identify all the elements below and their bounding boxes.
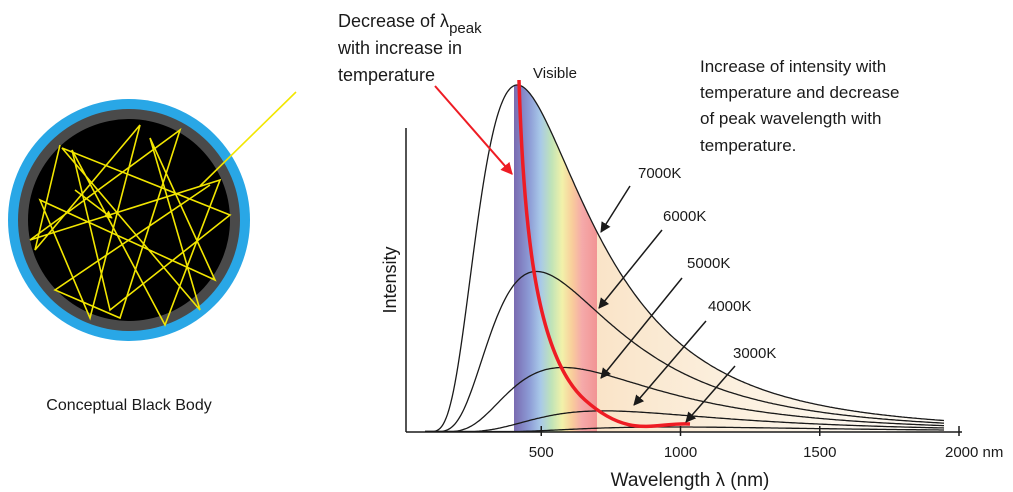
curve-arrow — [633, 320, 707, 406]
x-tick-label: 1000 — [664, 444, 697, 461]
x-axis-label: Wavelength λ (nm) — [611, 470, 770, 491]
curve-label: 4000K — [708, 298, 751, 315]
curve-label: 5000K — [687, 255, 730, 272]
curve-arrow — [598, 229, 663, 309]
note-line: of peak wavelength with — [700, 109, 881, 128]
y-axis-label: Intensity — [380, 246, 400, 313]
peak-annotation-line: with increase in — [337, 38, 462, 58]
x-tick-label: 1500 — [803, 444, 836, 461]
visible-label: Visible — [533, 65, 577, 82]
peak-annotation: Decrease of λpeak with increase in tempe… — [337, 11, 482, 85]
x-tick-label: 500 — [529, 444, 554, 461]
spectrum-curve — [425, 270, 944, 433]
peak-locus — [517, 79, 691, 429]
curve-arrow — [685, 365, 736, 423]
x-ticks: 500 1000 1500 2000 nm — [529, 426, 1003, 461]
peak-annotation-text: Decrease of λ — [338, 11, 449, 31]
note-line: Increase of intensity with — [700, 57, 886, 76]
curve-label: 7000K — [638, 165, 681, 182]
curve-label: 3000K — [733, 345, 776, 362]
peak-subscript: peak — [449, 20, 482, 37]
black-body-label: Conceptual Black Body — [46, 397, 211, 414]
note-line: temperature and decrease — [700, 83, 899, 102]
curve-arrow — [600, 277, 683, 379]
spectrum-curve — [425, 366, 944, 433]
peak-annotation-line: Decrease of λpeak — [338, 11, 482, 37]
spectrum-curve — [425, 410, 945, 433]
intensity-note: Increase of intensity with temperature a… — [700, 57, 899, 155]
black-body — [8, 91, 297, 341]
curve-label: 6000K — [663, 208, 706, 225]
x-tick-label: 2000 nm — [945, 444, 1003, 461]
peak-annotation-line: temperature — [338, 65, 435, 85]
peak-arrow — [434, 85, 513, 175]
note-line: temperature. — [700, 136, 796, 155]
curve-arrow — [600, 185, 631, 233]
